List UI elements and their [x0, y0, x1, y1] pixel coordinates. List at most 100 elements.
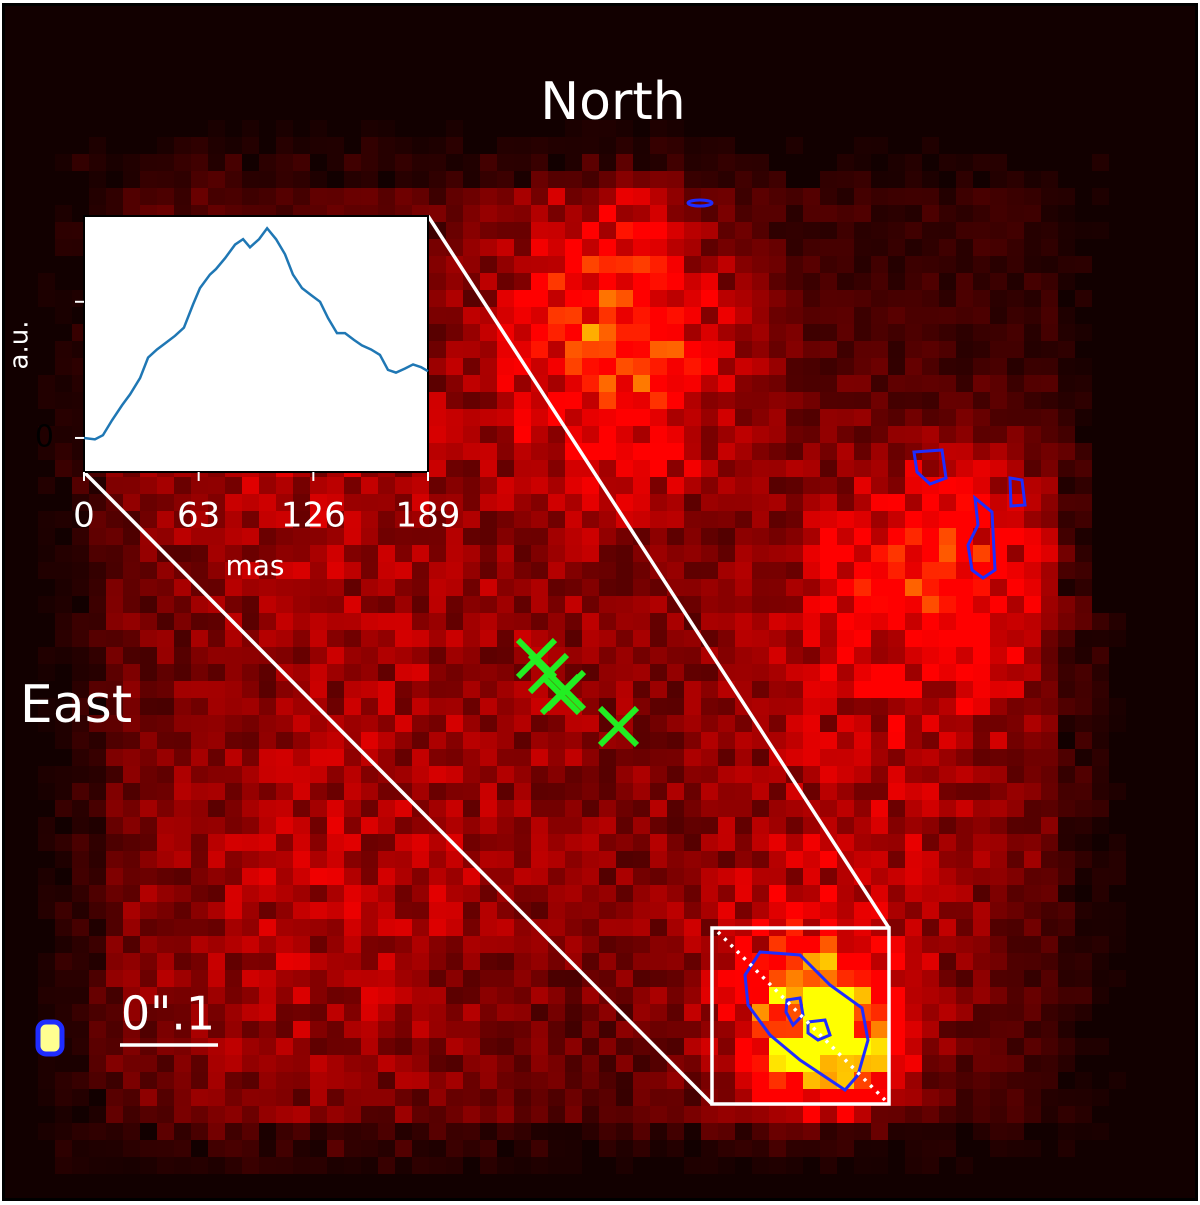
pixel	[752, 1157, 769, 1174]
pixel	[480, 324, 497, 341]
pixel	[412, 1021, 429, 1038]
pixel	[1024, 953, 1041, 970]
pixel	[429, 681, 446, 698]
pixel	[327, 885, 344, 902]
pixel	[327, 1140, 344, 1157]
pixel	[837, 885, 854, 902]
pixel	[820, 749, 837, 766]
pixel	[463, 766, 480, 783]
pixel	[259, 1140, 276, 1157]
pixel	[650, 919, 667, 936]
pixel	[429, 375, 446, 392]
pixel	[752, 1140, 769, 1157]
pixel	[395, 1055, 412, 1072]
pixel	[752, 817, 769, 834]
pixel	[769, 953, 786, 970]
pixel	[735, 1106, 752, 1123]
pixel	[684, 732, 701, 749]
pixel	[701, 1140, 718, 1157]
pixel	[684, 222, 701, 239]
pixel	[922, 256, 939, 273]
pixel	[446, 970, 463, 987]
pixel	[140, 154, 157, 171]
pixel	[157, 868, 174, 885]
pixel	[1075, 800, 1092, 817]
pixel	[888, 528, 905, 545]
pixel	[667, 732, 684, 749]
pixel	[871, 460, 888, 477]
pixel	[514, 460, 531, 477]
pixel	[497, 630, 514, 647]
pixel	[752, 647, 769, 664]
pixel	[922, 426, 939, 443]
pixel	[888, 834, 905, 851]
pixel	[497, 426, 514, 443]
pixel	[650, 1038, 667, 1055]
pixel	[531, 596, 548, 613]
pixel	[72, 936, 89, 953]
pixel	[1041, 409, 1058, 426]
pixel	[395, 154, 412, 171]
pixel	[616, 256, 633, 273]
pixel	[55, 647, 72, 664]
pixel	[956, 596, 973, 613]
pixel	[429, 1055, 446, 1072]
pixel	[174, 919, 191, 936]
pixel	[242, 1038, 259, 1055]
pixel	[531, 324, 548, 341]
pixel	[684, 919, 701, 936]
pixel	[616, 477, 633, 494]
pixel	[174, 953, 191, 970]
pixel	[939, 358, 956, 375]
pixel	[871, 647, 888, 664]
pixel	[922, 936, 939, 953]
pixel	[531, 1157, 548, 1174]
pixel	[667, 188, 684, 205]
pixel	[1058, 953, 1075, 970]
pixel	[888, 970, 905, 987]
pixel	[1092, 851, 1109, 868]
pixel	[599, 188, 616, 205]
pixel	[786, 817, 803, 834]
pixel	[786, 868, 803, 885]
pixel	[208, 749, 225, 766]
pixel	[990, 919, 1007, 936]
pixel	[582, 715, 599, 732]
pixel	[803, 698, 820, 715]
pixel	[922, 1055, 939, 1072]
pixel	[820, 511, 837, 528]
pixel	[157, 664, 174, 681]
pixel	[55, 358, 72, 375]
pixel	[837, 749, 854, 766]
pixel	[123, 698, 140, 715]
pixel	[1058, 1038, 1075, 1055]
pixel	[446, 426, 463, 443]
pixel	[548, 987, 565, 1004]
pixel	[871, 307, 888, 324]
pixel	[225, 137, 242, 154]
pixel	[259, 681, 276, 698]
pixel	[463, 239, 480, 256]
pixel	[769, 1157, 786, 1174]
pixel	[38, 834, 55, 851]
pixel	[820, 902, 837, 919]
pixel	[752, 1038, 769, 1055]
pixel	[1075, 1106, 1092, 1123]
pixel	[1058, 783, 1075, 800]
pixel	[531, 137, 548, 154]
pixel	[820, 562, 837, 579]
pixel	[718, 1157, 735, 1174]
pixel	[990, 392, 1007, 409]
pixel	[684, 970, 701, 987]
cut-line	[716, 930, 887, 1102]
pixel	[990, 1021, 1007, 1038]
pixel	[327, 664, 344, 681]
pixel	[514, 902, 531, 919]
pixel	[174, 987, 191, 1004]
pixel	[497, 715, 514, 732]
pixel	[820, 715, 837, 732]
pixel	[582, 426, 599, 443]
pixel	[310, 664, 327, 681]
pixel	[650, 851, 667, 868]
pixel	[55, 885, 72, 902]
